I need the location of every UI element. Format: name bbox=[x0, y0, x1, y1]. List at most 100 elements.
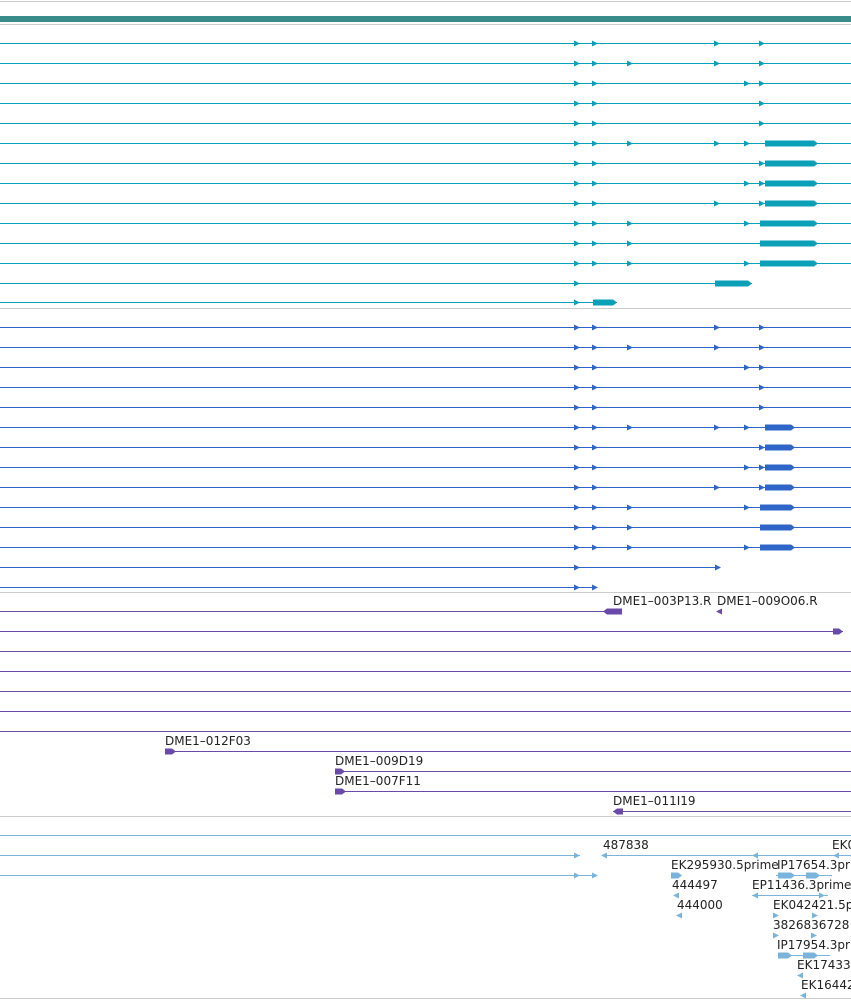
clone-label-003p13[interactable]: DME1–003P13.R bbox=[613, 594, 712, 608]
exon-arrow-right bbox=[592, 384, 598, 391]
exon-arrow-right bbox=[714, 424, 720, 431]
clone-label-011i19[interactable]: DME1–011I19 bbox=[613, 794, 696, 808]
exon-arrow-right bbox=[592, 504, 598, 511]
exon-arrow-right bbox=[759, 324, 765, 331]
exon-arrow-right bbox=[811, 932, 817, 939]
exon-arrow-right bbox=[574, 384, 580, 391]
est-label-ek042421[interactable]: EK042421.5prime bbox=[773, 898, 851, 912]
exon-arrow-right bbox=[574, 444, 580, 451]
exon-block bbox=[760, 240, 818, 247]
exon-arrow-right bbox=[592, 484, 598, 491]
est-label-ek16442[interactable]: EK16442 bbox=[801, 978, 851, 992]
est-label-ek17433[interactable]: EK17433 bbox=[797, 958, 851, 972]
est-label-444497[interactable]: 444497 bbox=[672, 878, 718, 892]
exon-arrow-right bbox=[744, 424, 750, 431]
exon-block bbox=[765, 200, 818, 207]
exon-arrow-right bbox=[574, 872, 580, 879]
clone-label-009d19[interactable]: DME1–009D19 bbox=[335, 754, 424, 768]
exon-arrow-right bbox=[592, 544, 598, 551]
exon-arrow-right bbox=[759, 200, 765, 207]
exon-arrow-right bbox=[759, 60, 765, 67]
exon-block bbox=[833, 628, 843, 635]
exon-arrow-right bbox=[592, 180, 598, 187]
exon-arrow-right bbox=[592, 260, 598, 267]
gene-scale-bar bbox=[0, 16, 851, 22]
exon-arrow-right bbox=[819, 892, 825, 899]
clone-track[interactable] bbox=[0, 608, 851, 815]
exon-arrow-right bbox=[592, 404, 598, 411]
exon-arrow-right bbox=[574, 524, 580, 531]
exon-arrow-right bbox=[759, 344, 765, 351]
est-label-ip17954[interactable]: IP17954.3prime bbox=[777, 938, 851, 952]
exon-arrow-right bbox=[574, 504, 580, 511]
exon-arrow-right bbox=[812, 912, 818, 919]
exon-arrow-right bbox=[592, 200, 598, 207]
exon-arrow-right bbox=[759, 364, 765, 371]
exon-block bbox=[765, 444, 795, 451]
exon-arrow-right bbox=[592, 524, 598, 531]
exon-block bbox=[765, 160, 818, 167]
exon-arrow-right bbox=[574, 404, 580, 411]
exon-arrow-right bbox=[627, 240, 633, 247]
exon-arrow-right bbox=[574, 299, 580, 306]
exon-arrow-right bbox=[627, 524, 633, 531]
exon-arrow-right bbox=[714, 40, 720, 47]
clone-label-007f11[interactable]: DME1–007F11 bbox=[335, 774, 421, 788]
exon-arrow-left bbox=[800, 992, 806, 999]
clone-label-009o06[interactable]: DME1–009O06.R bbox=[717, 594, 818, 608]
exon-arrow-right bbox=[759, 444, 765, 451]
exon-arrow-right bbox=[627, 344, 633, 351]
exon-arrow-right bbox=[592, 872, 598, 879]
exon-arrow-right bbox=[592, 60, 598, 67]
exon-arrow-right bbox=[627, 260, 633, 267]
exon-arrow-right bbox=[574, 200, 580, 207]
exon-block bbox=[765, 464, 795, 471]
exon-arrow-right bbox=[714, 484, 720, 491]
exon-arrow-right bbox=[714, 140, 720, 147]
exon-arrow-right bbox=[574, 584, 580, 591]
exon-arrow-right bbox=[759, 180, 765, 187]
clone-label-012f03[interactable]: DME1–012F03 bbox=[165, 734, 251, 748]
est-label-ek0[interactable]: EK0 bbox=[832, 838, 851, 852]
transcript-track[interactable] bbox=[0, 324, 851, 591]
exon-arrow-right bbox=[759, 384, 765, 391]
exon-arrow-right bbox=[574, 424, 580, 431]
exon-arrow-right bbox=[592, 444, 598, 451]
est-track[interactable] bbox=[0, 835, 851, 999]
exon-arrow-right bbox=[592, 100, 598, 107]
exon-arrow-right bbox=[744, 364, 750, 371]
exon-arrow-right bbox=[574, 464, 580, 471]
est-label-ep11436[interactable]: EP11436.3prime bbox=[752, 878, 851, 892]
est-label-444000[interactable]: 444000 bbox=[677, 898, 723, 912]
exon-arrow-right bbox=[744, 464, 750, 471]
exon-arrow-right bbox=[627, 504, 633, 511]
exon-block bbox=[765, 424, 795, 431]
exon-arrow-right bbox=[574, 484, 580, 491]
exon-arrow-right bbox=[773, 912, 779, 919]
exon-arrow-right bbox=[574, 344, 580, 351]
est-label-ip17654[interactable]: IP17654.3prime bbox=[777, 858, 851, 872]
exon-arrow-right bbox=[592, 364, 598, 371]
exon-arrow-right bbox=[574, 160, 580, 167]
exon-arrow-left bbox=[676, 912, 682, 919]
est-label-487838[interactable]: 487838 bbox=[603, 838, 649, 852]
exon-arrow-right bbox=[759, 404, 765, 411]
exon-block bbox=[335, 788, 346, 795]
est-label-ek295930[interactable]: EK295930.5prime bbox=[671, 858, 779, 872]
est-label-3826836728[interactable]: 3826836728 bbox=[773, 918, 850, 932]
exon-arrow-right bbox=[592, 120, 598, 127]
exon-arrow-right bbox=[574, 324, 580, 331]
exon-arrow-right bbox=[627, 544, 633, 551]
exon-arrow-left bbox=[752, 892, 758, 899]
exon-arrow-right bbox=[574, 852, 580, 859]
exon-block bbox=[165, 748, 176, 755]
exon-block bbox=[760, 260, 818, 267]
exon-arrow-right bbox=[592, 424, 598, 431]
exon-arrow-right bbox=[773, 932, 779, 939]
exon-block bbox=[593, 299, 617, 306]
exon-arrow-right bbox=[714, 60, 720, 67]
exon-arrow-right bbox=[574, 180, 580, 187]
cds-track[interactable] bbox=[0, 40, 851, 306]
